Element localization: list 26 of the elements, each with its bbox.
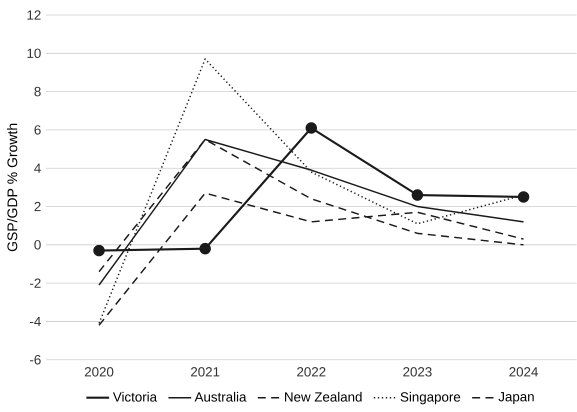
point [412, 189, 424, 201]
legend-label: Victoria [112, 392, 158, 402]
y-tick-label: 0 [34, 240, 41, 250]
x-tick-label: 2020 [84, 367, 114, 377]
y-tick-label: -6 [30, 355, 41, 365]
y-tick-label: 6 [34, 125, 41, 135]
point [199, 243, 211, 255]
y-tick-label: 4 [34, 164, 41, 173]
x-tick-label: 2021 [191, 367, 220, 377]
x-tick-label: 2023 [403, 367, 432, 377]
point [306, 122, 318, 134]
y-axis-title: GSP/GDP % Growth [7, 124, 18, 252]
legend-label: Japan [498, 392, 534, 404]
legend-label: New Zealand [285, 392, 362, 402]
x-tick-label: 2022 [297, 367, 326, 377]
x-tick-label: 2024 [509, 367, 538, 377]
legend-label: Singapore [400, 392, 460, 404]
y-tick-label: 8 [34, 87, 41, 96]
y-tick-label: 10 [27, 48, 41, 58]
y-tick-label: -4 [30, 316, 41, 326]
y-tick-label: -2 [30, 278, 41, 288]
y-tick-label: 2 [34, 202, 41, 212]
legend-label: Australia [194, 392, 246, 402]
point [518, 191, 530, 203]
point [93, 244, 105, 256]
y-tick-label: 12 [27, 10, 41, 20]
